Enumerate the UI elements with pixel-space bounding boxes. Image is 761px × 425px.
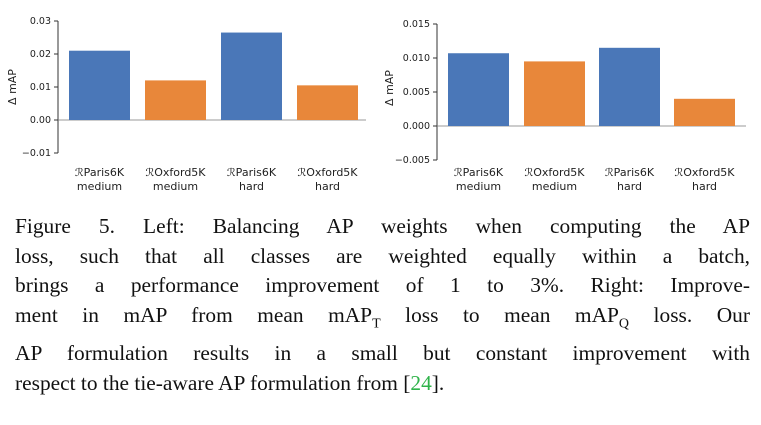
bar: [297, 85, 358, 120]
x-tick-label: hard: [315, 180, 340, 193]
y-tick-label: 0.005: [403, 87, 430, 98]
caption-line-1: Figure 5. Left: Balancing AP weights whe…: [15, 214, 750, 238]
caption-line-4-c: loss. Our: [629, 303, 750, 328]
x-tick-label: hard: [692, 180, 717, 193]
caption-line-5: AP formulation results in a small but co…: [15, 341, 750, 366]
caption-line-3: brings a performance improvement of 1 to…: [15, 273, 750, 298]
y-axis-label: Δ mAP: [6, 69, 19, 105]
bar: [145, 80, 206, 120]
y-tick-label: 0.015: [403, 19, 430, 30]
bar: [524, 61, 585, 126]
y-tick-label: 0.000: [403, 121, 430, 132]
x-tick-label: medium: [456, 180, 501, 193]
left-chart: −0.010.000.010.020.03Δ mAPℛParis6Kmedium…: [6, 16, 366, 193]
citation-bracket-close: ]: [431, 370, 439, 395]
x-tick-label: ℛOxford5K: [674, 166, 735, 179]
caption-line-2: loss, such that all classes are weighted…: [15, 243, 750, 268]
x-tick-label: medium: [532, 180, 577, 193]
figure-charts: −0.010.000.010.020.03Δ mAPℛParis6Kmedium…: [6, 16, 746, 193]
y-tick-label: 0.02: [30, 49, 51, 60]
caption-subscript-t: T: [372, 316, 381, 332]
y-tick-label: 0.010: [403, 53, 430, 64]
bar: [674, 98, 735, 126]
x-tick-label: ℛParis6K: [227, 166, 277, 179]
citation-link[interactable]: 24: [410, 370, 432, 395]
y-tick-label: −0.005: [395, 155, 430, 166]
x-tick-label: ℛOxford5K: [297, 166, 358, 179]
bar: [69, 50, 130, 121]
bar: [448, 53, 509, 126]
y-tick-label: 0.03: [30, 16, 51, 27]
caption-line-4: ment in mAP from mean mAPT loss to mean …: [15, 301, 750, 339]
x-tick-label: ℛParis6K: [605, 166, 655, 179]
x-tick-label: ℛOxford5K: [145, 166, 206, 179]
citation-bracket-open: [: [403, 370, 411, 395]
caption-line-6-end: .: [438, 370, 445, 395]
y-tick-label: 0.00: [30, 115, 51, 126]
caption-line-4-b: loss to mean mAP: [380, 303, 619, 328]
caption-line-6: respect to the tie-aware AP formulation …: [15, 369, 750, 399]
x-tick-label: ℛParis6K: [454, 166, 504, 179]
caption-line-6-a: respect to the tie-aware AP formulation …: [15, 370, 404, 395]
caption-line-4-a: ment in mAP from mean mAP: [15, 303, 373, 328]
figure-caption: Figure 5. Left: Balancing AP weights whe…: [15, 212, 750, 399]
x-tick-label: medium: [77, 180, 122, 193]
x-tick-label: ℛOxford5K: [524, 166, 585, 179]
y-axis-label: Δ mAP: [383, 70, 396, 106]
x-tick-label: medium: [153, 180, 198, 193]
y-tick-label: 0.01: [30, 82, 51, 93]
bar: [599, 47, 660, 126]
y-tick-label: −0.01: [22, 148, 51, 159]
caption-subscript-q: Q: [618, 316, 630, 332]
x-tick-label: hard: [239, 180, 264, 193]
x-tick-label: ℛParis6K: [75, 166, 125, 179]
bar: [221, 32, 282, 120]
x-tick-label: hard: [617, 180, 642, 193]
